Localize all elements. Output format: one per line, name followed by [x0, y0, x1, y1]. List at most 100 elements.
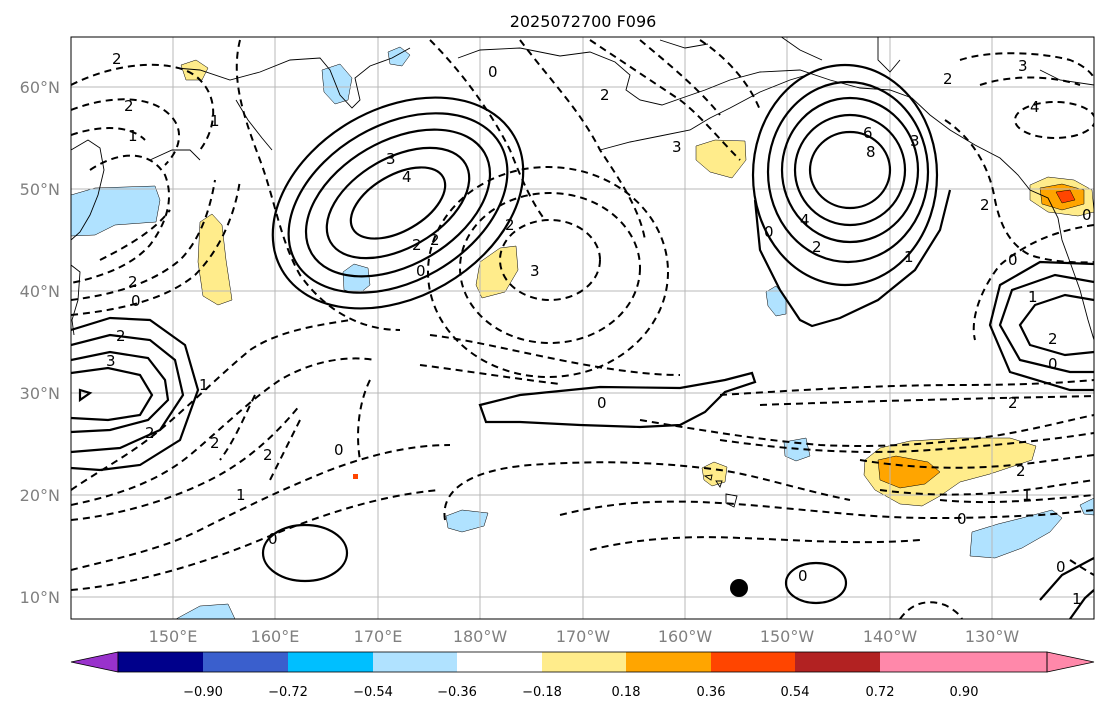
- shade-pos-japan: [197, 213, 233, 306]
- shade-strong-bc: [1055, 189, 1076, 204]
- contour-label: 4: [1030, 98, 1040, 116]
- colorbar-tick: 0.54: [781, 685, 810, 700]
- contour-label: 0: [131, 292, 141, 310]
- lat-label: 40°N: [20, 282, 60, 301]
- map-panel: 2 1 2 2 0 3 4 3 2 2 0 2 0 3 2 3 6 8 4 2 …: [71, 37, 1094, 619]
- shade-pos-gulf: [695, 139, 747, 179]
- contour-label: 1: [904, 248, 914, 266]
- contour-label: 1: [128, 127, 138, 145]
- shade-mid-spot: [353, 474, 358, 479]
- hawaii-islands: [703, 474, 738, 508]
- contour-label: 0: [334, 441, 344, 459]
- contour-label: 2: [210, 434, 220, 452]
- colorbar-ticks: −0.90 −0.72 −0.54 −0.36 −0.18 0.18 0.36 …: [183, 685, 978, 700]
- gridlines: [71, 37, 1094, 619]
- colorbar-tick: 0.72: [866, 685, 895, 700]
- contour-label: 2: [124, 97, 134, 115]
- colorbar-tick: −0.18: [522, 685, 562, 700]
- colorbar-segment: [373, 652, 457, 672]
- shade-pos-dateline: [475, 245, 519, 299]
- colorbar-tick: 0.18: [612, 685, 641, 700]
- contour-label: 0: [1056, 558, 1066, 576]
- lon-label: 170°W: [556, 627, 611, 646]
- contour-label: 2: [145, 424, 155, 442]
- shade-mid-east: [877, 455, 941, 489]
- lon-label: 160°W: [658, 627, 713, 646]
- lat-label: 20°N: [20, 486, 60, 505]
- contour-label: 0: [416, 262, 426, 280]
- colorbar-tick: −0.54: [353, 685, 393, 700]
- contour-label: 4: [402, 168, 412, 186]
- colorbar-segment: [203, 652, 288, 672]
- lat-label: 50°N: [20, 180, 60, 199]
- contour-label: 1: [236, 486, 246, 504]
- contour-label: 2: [263, 446, 273, 464]
- contour-label: 8: [866, 143, 876, 161]
- coastlines: [71, 37, 1094, 341]
- contour-label: 0: [268, 530, 278, 548]
- shade-neg-south: [445, 509, 489, 533]
- contour-label: 6: [863, 124, 873, 142]
- contour-label: 3: [106, 352, 116, 370]
- contour-label: 2: [116, 327, 126, 345]
- contour-label: 3: [1018, 57, 1028, 75]
- shade-neg-okhotsk: [387, 46, 411, 67]
- lat-label: 30°N: [20, 384, 60, 403]
- lon-label: 150°E: [149, 627, 198, 646]
- colorbar-segment: [711, 652, 795, 672]
- contour-labels: 2 1 2 2 0 3 4 3 2 2 0 2 0 3 2 3 6 8 4 2 …: [106, 50, 1092, 608]
- contour-label: 0: [488, 63, 498, 81]
- contour-label: 0: [764, 223, 774, 241]
- contour-label: 2: [128, 273, 138, 291]
- shade-pos-north: [180, 59, 209, 81]
- colorbar: −0.90 −0.72 −0.54 −0.36 −0.18 0.18 0.36 …: [70, 651, 1095, 700]
- colorbar-tick: −0.72: [268, 685, 308, 700]
- contour-label: 1: [1022, 486, 1032, 504]
- longitude-labels: 150°E 160°E 170°E 180°W 170°W 160°W 150°…: [149, 627, 1020, 646]
- shade-neg-mid: [765, 285, 787, 317]
- contour-label: 3: [672, 138, 682, 156]
- contour-label: 1: [199, 376, 209, 394]
- contour-label: 0: [1008, 251, 1018, 269]
- colorbar-segment: [118, 652, 203, 672]
- contour-label: 2: [505, 216, 515, 234]
- colorbar-extend-high: [1046, 651, 1095, 673]
- contour-label: 0: [798, 567, 808, 585]
- dashed-contours: [71, 39, 1094, 619]
- lat-label: 60°N: [20, 78, 60, 97]
- lon-label: 150°W: [760, 627, 815, 646]
- contour-label: 2: [980, 196, 990, 214]
- contour-label: 2: [1048, 330, 1058, 348]
- colorbar-segment: [457, 652, 542, 672]
- lon-label: 180°W: [453, 627, 508, 646]
- contour-label: 2: [430, 231, 440, 249]
- contour-label: 2: [812, 238, 822, 256]
- location-marker: [730, 579, 748, 597]
- colorbar-segment: [795, 652, 880, 672]
- colorbar-tick: 0.90: [950, 685, 979, 700]
- colorbar-segment: [880, 652, 964, 672]
- contour-label: 3: [530, 262, 540, 280]
- colorbar-segment: [626, 652, 711, 672]
- lon-label: 140°W: [863, 627, 918, 646]
- contour-label: 1: [210, 112, 220, 130]
- colorbar-segment: [288, 652, 373, 672]
- contour-label: 3: [910, 132, 920, 150]
- lat-label: 10°N: [20, 588, 60, 607]
- contour-label: 2: [600, 86, 610, 104]
- contour-label: 2: [112, 50, 122, 68]
- contour-label: 0: [1082, 206, 1092, 224]
- colorbar-extend-low: [70, 651, 119, 673]
- contour-label: 1: [1028, 288, 1038, 306]
- shade-neg-bottom: [175, 603, 236, 619]
- colorbar-tick: 0.36: [697, 685, 726, 700]
- shade-neg-se: [969, 509, 1063, 559]
- colorbar-tick: −0.36: [437, 685, 477, 700]
- shade-neg-japan: [71, 185, 161, 237]
- solid-contours: [71, 63, 1094, 619]
- shade-neg-nwpac: [342, 263, 371, 294]
- contour-label: 2: [1016, 462, 1026, 480]
- contour-label: 0: [957, 510, 967, 528]
- colorbar-segment: [542, 652, 626, 672]
